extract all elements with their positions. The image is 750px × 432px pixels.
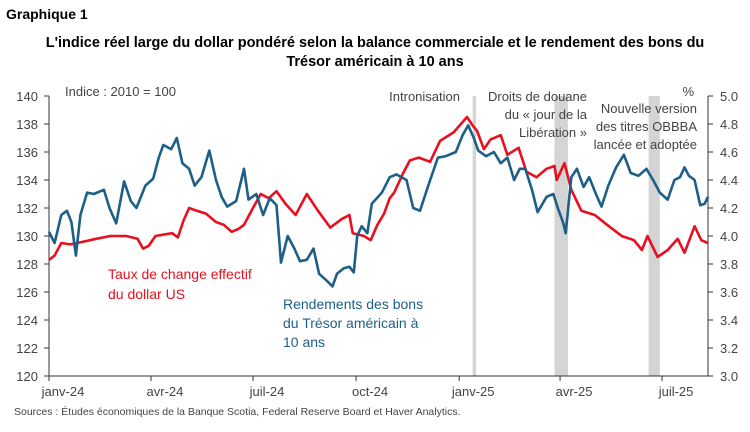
left-axis-tick-label: 138 xyxy=(16,117,38,132)
left-axis-tick-label: 128 xyxy=(16,257,38,272)
series-label-treasury-yield: du Trésor américain à xyxy=(283,315,419,331)
left-axis-tick-label: 122 xyxy=(16,341,38,356)
x-axis-tick-label: oct-24 xyxy=(352,384,388,399)
event-annotation: des titres OBBBA xyxy=(596,119,697,134)
dollar-index-line xyxy=(48,115,709,261)
series-label-dollar-index: du dollar US xyxy=(108,286,185,302)
right-axis-tick-label: 3.2 xyxy=(720,341,738,356)
x-axis-tick-label: avr-25 xyxy=(556,384,593,399)
right-axis-unit-label: % xyxy=(682,84,694,99)
right-axis-tick-label: 3.0 xyxy=(720,369,738,384)
series-label-treasury-yield: Rendements des bons xyxy=(283,296,423,312)
right-axis-tick-label: 4.0 xyxy=(720,229,738,244)
x-axis-tick-label: juil-25 xyxy=(658,384,694,399)
event-annotation: du « jour de la xyxy=(505,107,588,122)
right-axis-tick-label: 3.8 xyxy=(720,257,738,272)
x-axis-tick-label: juil-24 xyxy=(249,384,285,399)
source-note: Sources : Études économiques de la Banqu… xyxy=(14,406,461,418)
series-label-dollar-index: Taux de change effectif xyxy=(108,266,252,282)
left-axis-tick-label: 140 xyxy=(16,89,38,104)
event-annotation: Libération » xyxy=(519,125,587,140)
right-axis-tick-label: 4.2 xyxy=(720,201,738,216)
chart-title-line: Trésor américain à 10 ans xyxy=(286,54,464,70)
right-axis-tick-label: 4.6 xyxy=(720,145,738,160)
left-axis-tick-label: 126 xyxy=(16,285,38,300)
x-axis-tick-label: janv-24 xyxy=(41,384,85,399)
event-annotation: Nouvelle version xyxy=(601,101,697,116)
event-annotation: Intronisation xyxy=(389,89,460,104)
left-axis-tick-label: 132 xyxy=(16,201,38,216)
right-axis-tick-label: 4.8 xyxy=(720,117,738,132)
event-shade-band xyxy=(648,96,660,376)
x-axis-tick-label: avr-24 xyxy=(147,384,184,399)
right-axis-tick-label: 4.4 xyxy=(720,173,738,188)
left-axis-tick-label: 136 xyxy=(16,145,38,160)
right-axis-tick-label: 5.0 xyxy=(720,89,738,104)
right-axis-tick-label: 3.4 xyxy=(720,313,738,328)
left-axis-tick-label: 120 xyxy=(16,369,38,384)
chart-title: L'indice réel large du dollar pondéré se… xyxy=(0,34,750,72)
right-axis-tick-label: 3.6 xyxy=(720,285,738,300)
event-annotation: lancée et adoptée xyxy=(594,137,697,152)
treasury-yield-line xyxy=(47,124,710,288)
event-shade-band xyxy=(472,96,477,376)
x-axis-tick-label: janv-25 xyxy=(451,384,495,399)
event-annotation: Droits de douane xyxy=(488,89,587,104)
left-axis-unit-label: Indice : 2010 = 100 xyxy=(65,84,176,99)
chart-title-line: L'indice réel large du dollar pondéré se… xyxy=(45,35,705,51)
series-label-treasury-yield: 10 ans xyxy=(283,334,325,350)
left-axis-tick-label: 130 xyxy=(16,229,38,244)
chart-number: Graphique 1 xyxy=(6,6,88,22)
left-axis-tick-label: 124 xyxy=(16,313,38,328)
left-axis-tick-label: 134 xyxy=(16,173,38,188)
